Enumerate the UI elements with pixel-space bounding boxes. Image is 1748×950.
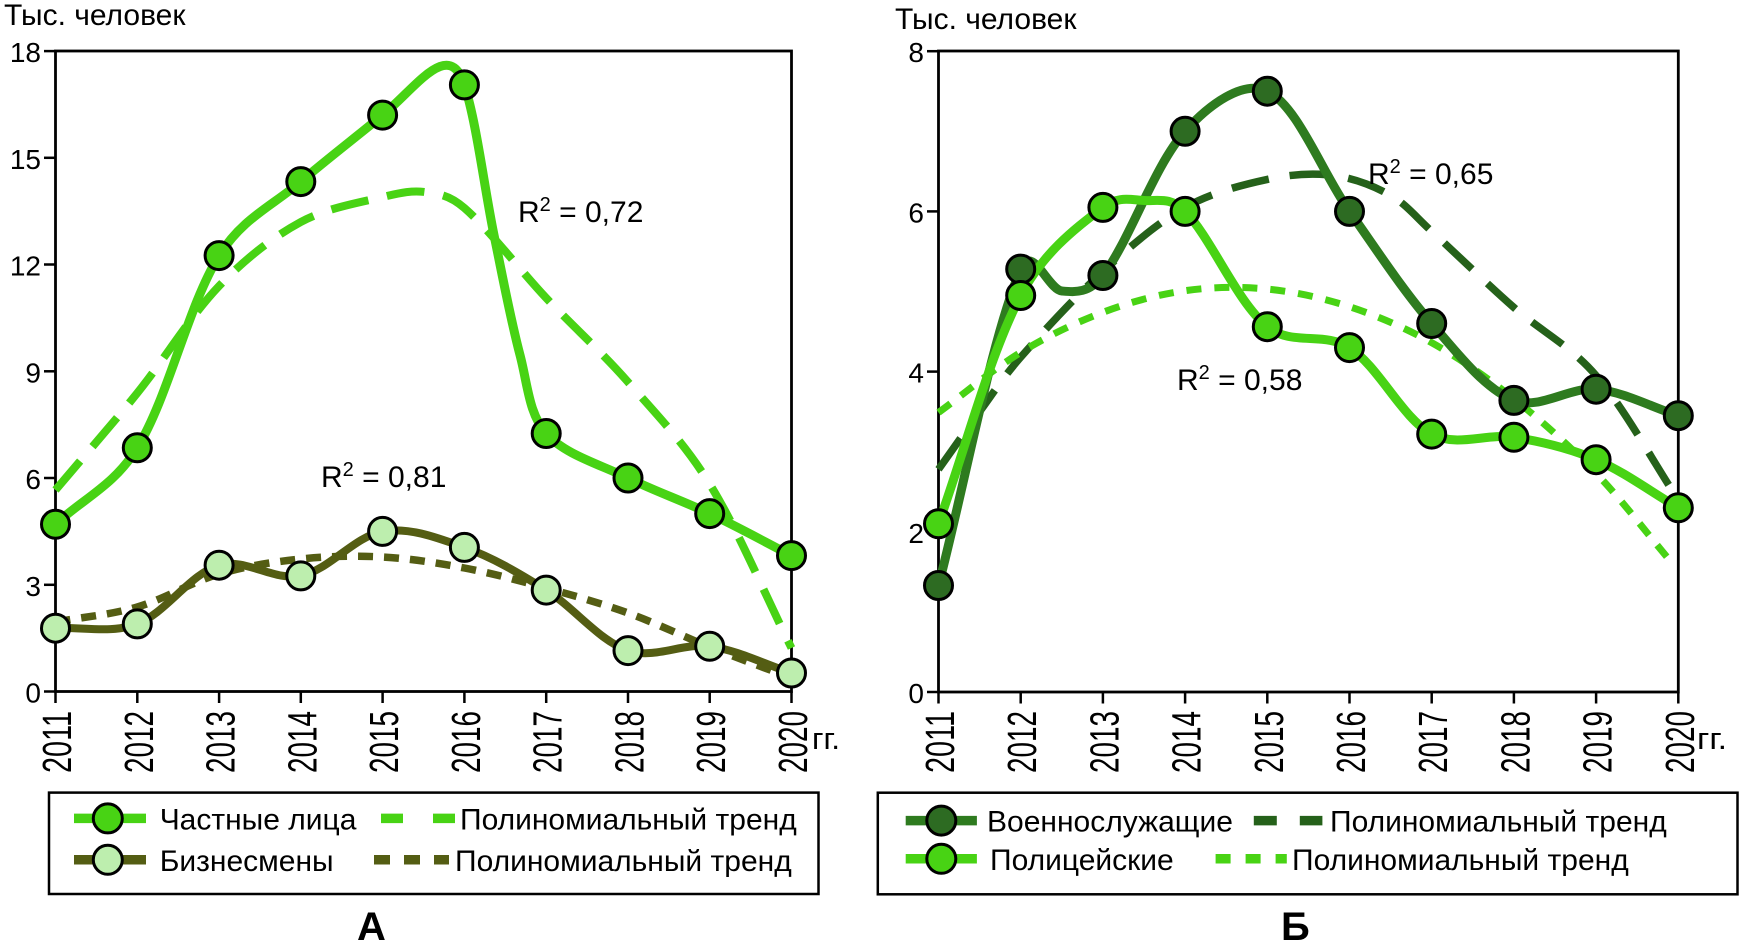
svg-text:2012: 2012 <box>999 711 1045 773</box>
svg-text:0: 0 <box>25 678 41 709</box>
svg-text:2015: 2015 <box>1246 711 1292 773</box>
svg-text:гг.: гг. <box>812 721 840 756</box>
svg-text:2020: 2020 <box>770 711 816 773</box>
svg-text:4: 4 <box>908 358 924 389</box>
svg-text:2016: 2016 <box>1328 711 1374 773</box>
svg-text:Полицейские: Полицейские <box>990 844 1174 877</box>
svg-text:R2 = 0,72: R2 = 0,72 <box>518 194 643 229</box>
svg-text:2019: 2019 <box>688 711 734 773</box>
svg-text:2016: 2016 <box>443 711 489 773</box>
svg-text:6: 6 <box>908 197 924 228</box>
svg-text:2017: 2017 <box>1410 711 1456 773</box>
svg-text:Тыс. человек: Тыс. человек <box>895 3 1077 36</box>
svg-text:А: А <box>357 905 386 945</box>
svg-text:0: 0 <box>908 678 924 709</box>
svg-text:Тыс. человек: Тыс. человек <box>4 0 186 32</box>
svg-text:3: 3 <box>25 571 41 602</box>
svg-text:R2 = 0,58: R2 = 0,58 <box>1177 362 1302 397</box>
svg-text:Б: Б <box>1281 905 1310 945</box>
svg-text:2011: 2011 <box>917 711 963 773</box>
svg-text:Полиномиальный тренд: Полиномиальный тренд <box>1330 806 1667 839</box>
svg-text:15: 15 <box>10 144 41 175</box>
svg-text:12: 12 <box>10 251 41 282</box>
svg-text:9: 9 <box>25 357 41 388</box>
svg-text:2014: 2014 <box>279 711 325 773</box>
svg-text:R2 = 0,65: R2 = 0,65 <box>1368 156 1493 191</box>
svg-text:2011: 2011 <box>34 711 80 773</box>
svg-text:2: 2 <box>908 518 924 549</box>
svg-text:2018: 2018 <box>607 711 653 773</box>
svg-text:2013: 2013 <box>198 711 244 773</box>
svg-text:2015: 2015 <box>361 711 407 773</box>
svg-text:гг.: гг. <box>1697 721 1727 756</box>
svg-text:R2 = 0,81: R2 = 0,81 <box>321 459 446 494</box>
svg-text:2014: 2014 <box>1164 711 1210 773</box>
svg-text:2019: 2019 <box>1575 711 1621 773</box>
svg-text:Частные лица: Частные лица <box>160 803 357 836</box>
svg-text:6: 6 <box>25 464 41 495</box>
svg-text:2013: 2013 <box>1081 711 1127 773</box>
svg-text:18: 18 <box>10 37 41 68</box>
svg-text:2020: 2020 <box>1657 711 1703 773</box>
svg-text:Военнослужащие: Военнослужащие <box>987 806 1233 839</box>
svg-text:Полиномиальный тренд: Полиномиальный тренд <box>460 803 797 836</box>
svg-text:2017: 2017 <box>525 711 571 773</box>
svg-text:Бизнесмены: Бизнесмены <box>160 845 334 878</box>
svg-text:8: 8 <box>908 37 924 68</box>
svg-text:2018: 2018 <box>1492 711 1538 773</box>
svg-text:Полиномиальный тренд: Полиномиальный тренд <box>1292 844 1629 877</box>
svg-text:Полиномиальный тренд: Полиномиальный тренд <box>455 845 792 878</box>
svg-text:2012: 2012 <box>116 711 162 773</box>
